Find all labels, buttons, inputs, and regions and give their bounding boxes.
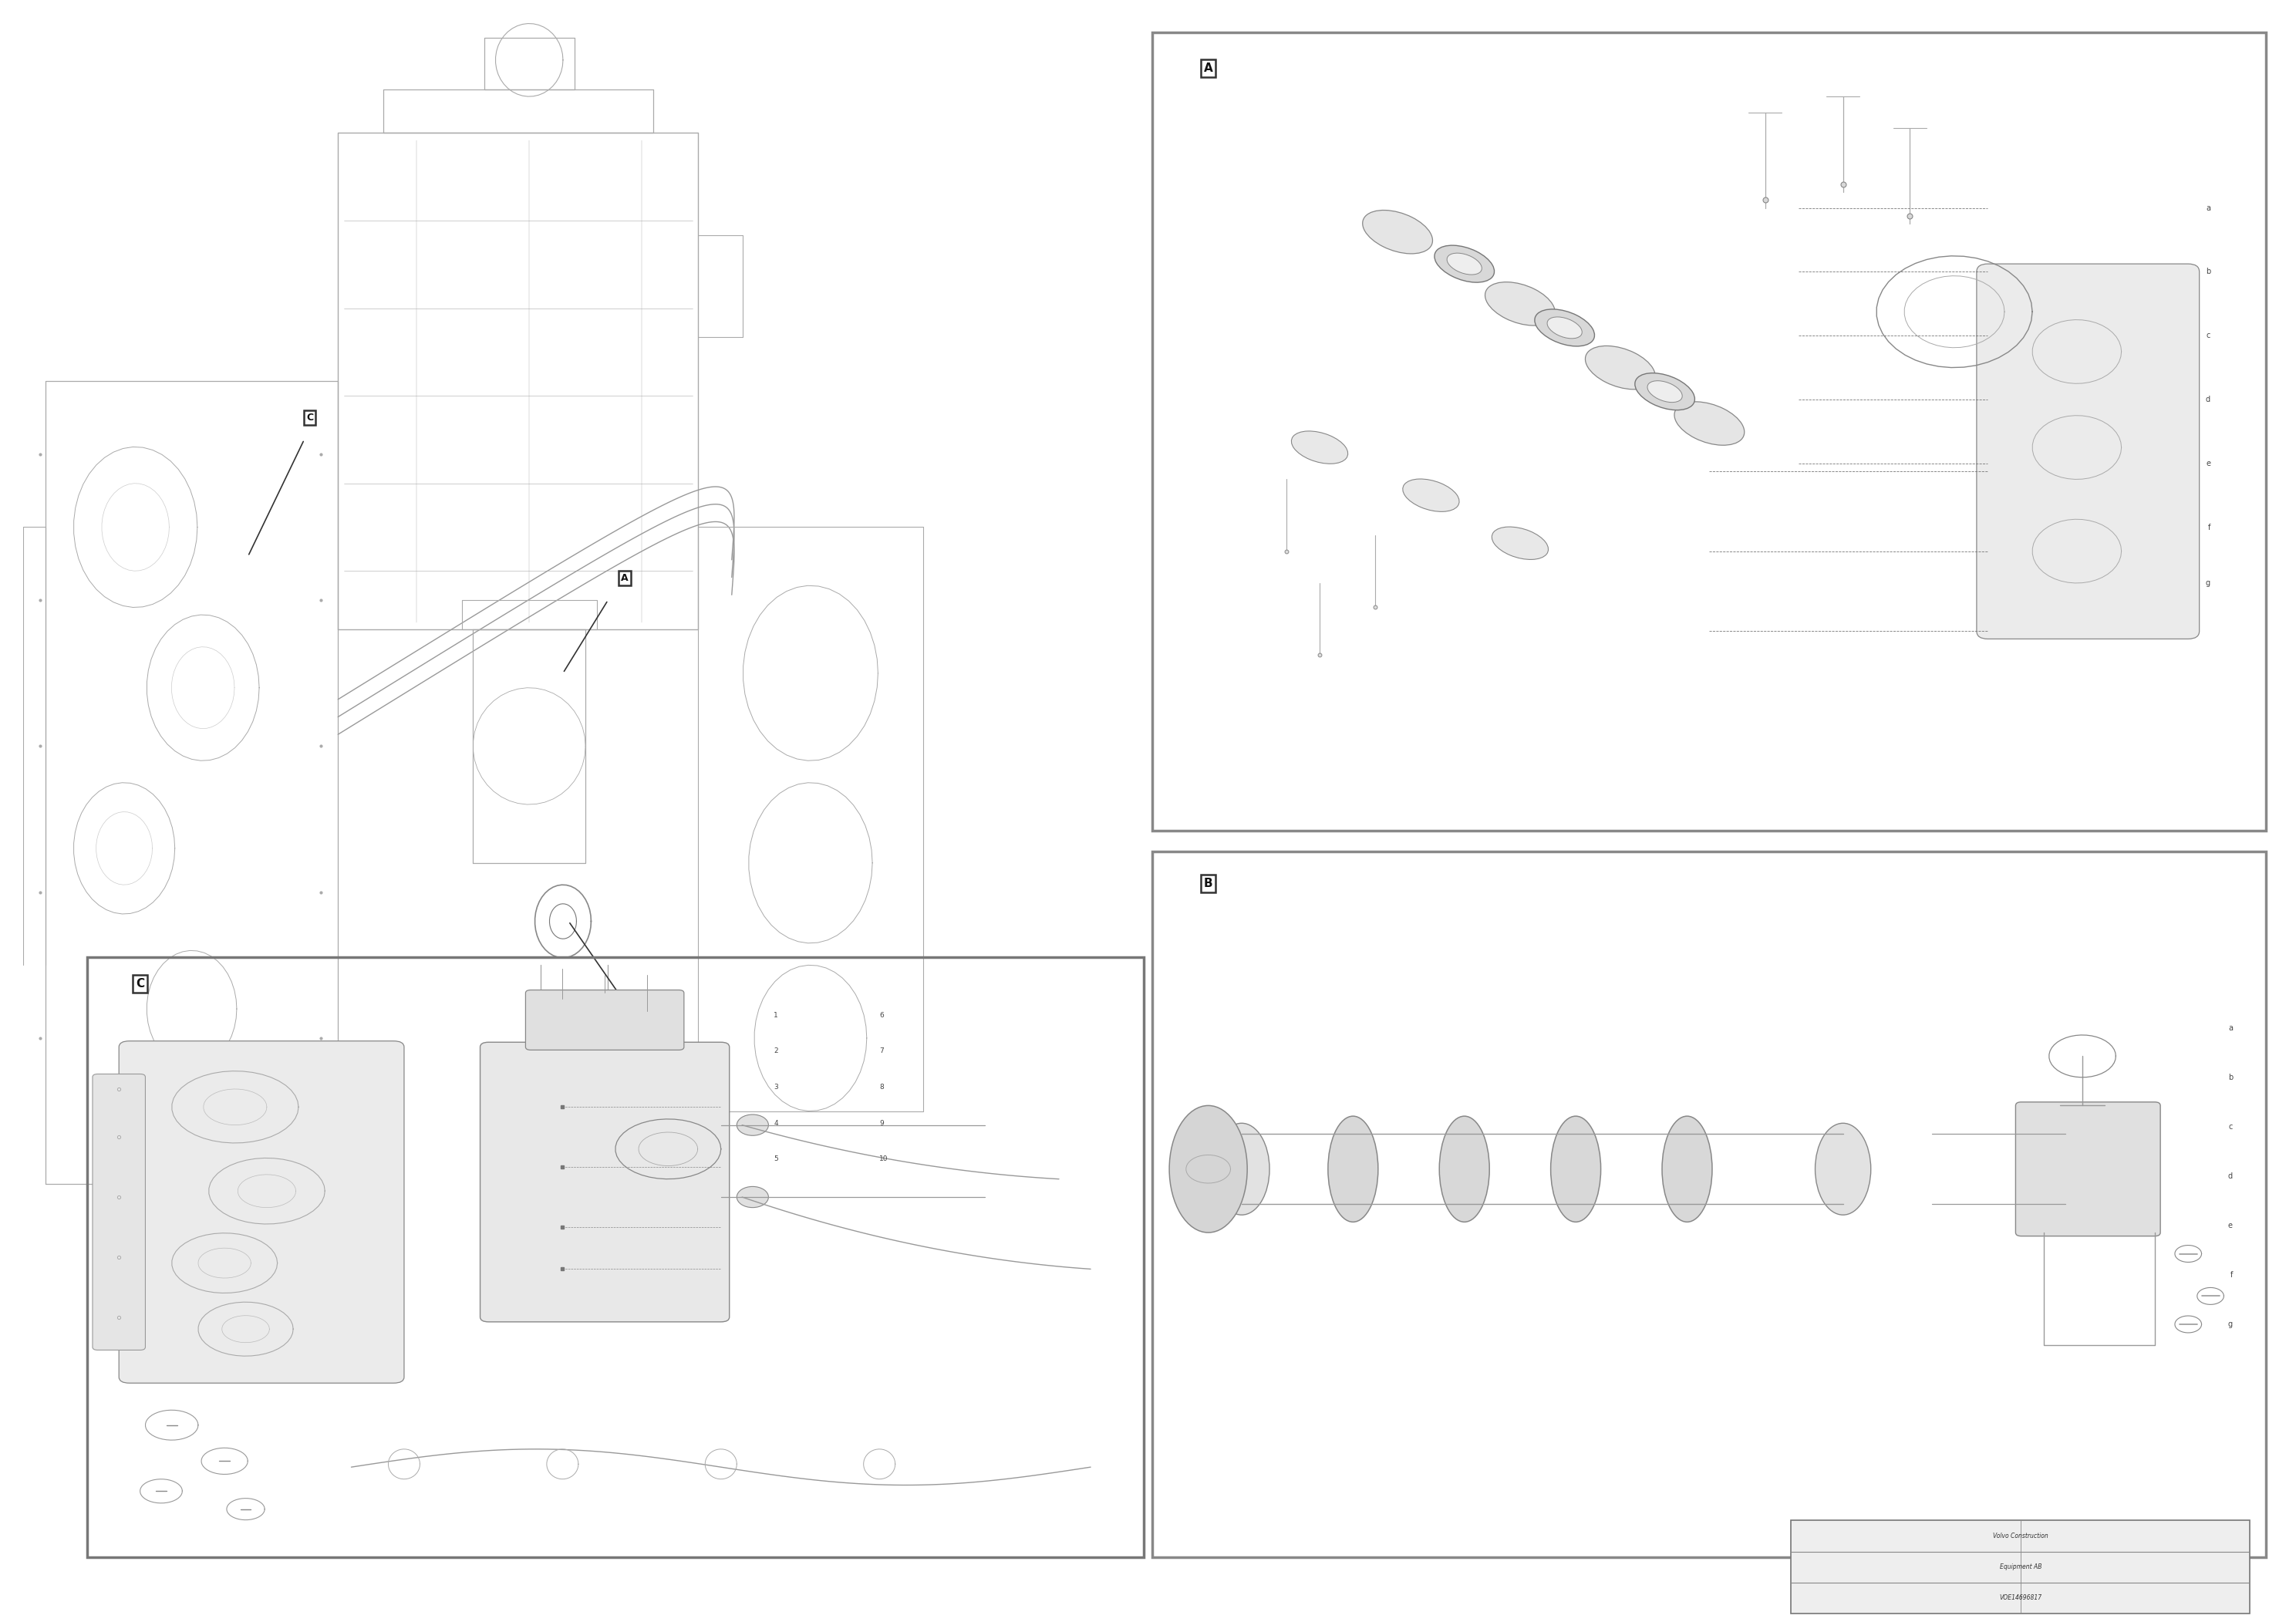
Text: 10: 10 (879, 1155, 889, 1163)
Ellipse shape (1290, 431, 1348, 464)
Ellipse shape (1662, 1116, 1713, 1221)
Text: 1: 1 (774, 1012, 778, 1019)
Text: 4: 4 (774, 1119, 778, 1127)
Text: b: b (2206, 268, 2211, 276)
Text: A: A (1203, 63, 1212, 75)
Text: 9: 9 (879, 1119, 884, 1127)
Ellipse shape (1674, 402, 1745, 444)
Text: g: g (2227, 1320, 2232, 1328)
Text: 8: 8 (879, 1083, 884, 1090)
Ellipse shape (737, 1114, 769, 1135)
Ellipse shape (1816, 1122, 1871, 1215)
Text: e: e (2206, 459, 2211, 467)
Text: 7: 7 (879, 1048, 884, 1054)
Ellipse shape (1492, 527, 1548, 560)
Ellipse shape (1534, 310, 1593, 345)
Text: C: C (135, 978, 145, 989)
Ellipse shape (1440, 1116, 1490, 1221)
Text: f: f (2229, 1272, 2232, 1278)
Ellipse shape (1649, 381, 1683, 402)
Text: a: a (2206, 204, 2211, 212)
Text: Equipment AB: Equipment AB (2000, 1564, 2041, 1570)
Ellipse shape (1446, 253, 1481, 274)
Ellipse shape (1584, 345, 1655, 389)
Text: c: c (2206, 333, 2211, 339)
Text: 5: 5 (774, 1155, 778, 1163)
FancyBboxPatch shape (480, 1043, 730, 1322)
Ellipse shape (1548, 316, 1582, 339)
Ellipse shape (1550, 1116, 1600, 1221)
Text: b: b (2227, 1074, 2232, 1082)
Ellipse shape (1403, 478, 1460, 511)
FancyBboxPatch shape (526, 989, 684, 1049)
Text: 6: 6 (879, 1012, 884, 1019)
Text: Volvo Construction: Volvo Construction (1993, 1533, 2048, 1539)
Text: a: a (2227, 1023, 2232, 1032)
Ellipse shape (1486, 282, 1554, 326)
Text: f: f (2209, 524, 2211, 530)
Text: 3: 3 (774, 1083, 778, 1090)
Ellipse shape (1435, 245, 1495, 282)
Ellipse shape (1362, 211, 1433, 253)
Text: B: B (631, 1007, 641, 1017)
Ellipse shape (1215, 1122, 1270, 1215)
Text: VOE14696817: VOE14696817 (2000, 1594, 2041, 1601)
FancyBboxPatch shape (92, 1074, 145, 1350)
Ellipse shape (737, 1187, 769, 1207)
Text: d: d (2227, 1173, 2232, 1179)
FancyBboxPatch shape (1977, 264, 2200, 639)
Text: A: A (622, 573, 629, 584)
Ellipse shape (1635, 373, 1694, 410)
Bar (1153, 32, 2266, 830)
Ellipse shape (1169, 1106, 1247, 1233)
Bar (87, 957, 1143, 1557)
Ellipse shape (1327, 1116, 1378, 1221)
Text: e: e (2227, 1221, 2232, 1229)
Bar (1153, 852, 2266, 1557)
FancyBboxPatch shape (119, 1041, 404, 1384)
Text: c: c (2229, 1122, 2232, 1131)
Text: C: C (305, 412, 312, 423)
Text: 2: 2 (774, 1048, 778, 1054)
Text: d: d (2206, 396, 2211, 404)
FancyBboxPatch shape (2016, 1101, 2161, 1236)
Text: B: B (1203, 878, 1212, 889)
Text: g: g (2206, 579, 2211, 587)
